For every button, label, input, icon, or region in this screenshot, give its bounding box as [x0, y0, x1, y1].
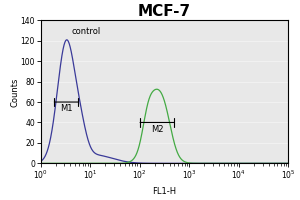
- X-axis label: FL1-H: FL1-H: [152, 187, 177, 196]
- Y-axis label: Counts: Counts: [10, 77, 19, 107]
- Text: M1: M1: [60, 104, 73, 113]
- Title: MCF-7: MCF-7: [138, 4, 191, 19]
- Text: M2: M2: [151, 125, 164, 134]
- Text: control: control: [71, 27, 100, 36]
